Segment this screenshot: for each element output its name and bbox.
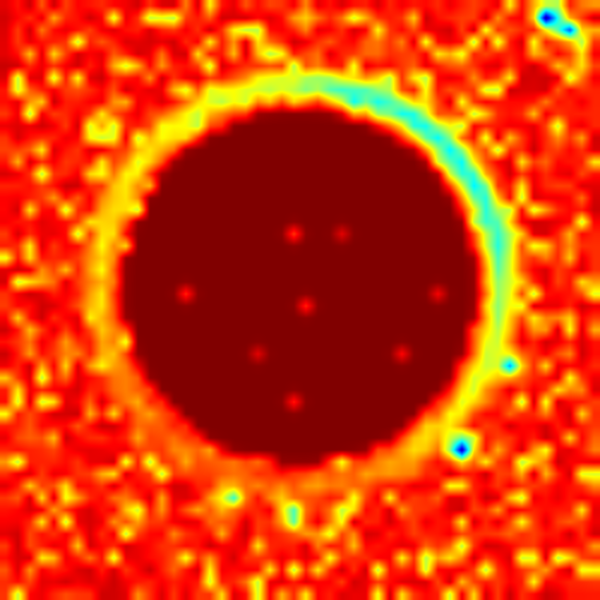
heatmap — [0, 0, 600, 600]
